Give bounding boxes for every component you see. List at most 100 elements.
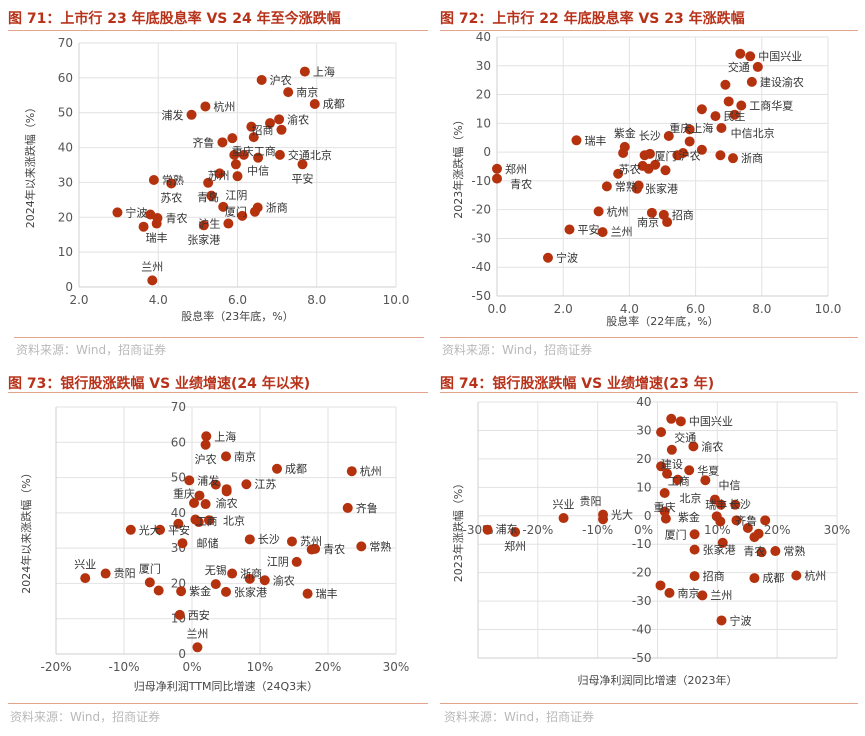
data-point	[710, 111, 721, 122]
point-label: 苏农	[160, 190, 182, 204]
data-point	[646, 207, 657, 218]
data-point	[715, 499, 726, 510]
point-label: 青农	[165, 211, 187, 225]
point-label: 杭州	[607, 204, 629, 218]
point-label: 平安	[291, 171, 313, 185]
data-point	[564, 224, 575, 235]
x-tick-label: 2.0	[554, 302, 573, 316]
x-tick-label: 0.0	[487, 302, 506, 316]
y-axis-label: 2024年以来涨跌幅（%）	[19, 467, 33, 593]
data-point	[728, 153, 739, 164]
point-label: 杭州	[360, 464, 382, 478]
x-tick-label: 6.0	[686, 302, 705, 316]
point-label: 瑞丰	[316, 587, 338, 601]
data-point	[227, 568, 238, 579]
point-label: 江阴	[267, 555, 289, 568]
data-point	[200, 101, 211, 112]
data-point	[174, 609, 185, 620]
point-label: 瑞丰	[146, 231, 168, 245]
y-tick-label: 0	[483, 145, 491, 159]
y-tick-label: -50	[471, 289, 491, 303]
point-label: 中国兴业	[689, 415, 733, 428]
x-tick-label: -20%	[40, 660, 71, 674]
data-point	[186, 109, 197, 120]
data-point	[689, 544, 700, 555]
point-label: 青农	[323, 542, 345, 556]
x-axis-label: 归母净利润同比增速（2023年）	[578, 673, 738, 687]
point-label: 厦门	[654, 149, 676, 163]
data-point	[297, 159, 308, 170]
data-point	[742, 523, 753, 534]
point-label: 渝农	[287, 112, 309, 126]
point-label: 南京	[234, 449, 256, 463]
point-label: 南京	[677, 586, 699, 600]
data-point	[249, 206, 260, 217]
data-point	[666, 413, 677, 424]
data-point	[716, 122, 727, 133]
data-point	[125, 524, 136, 535]
data-point	[613, 168, 624, 179]
point-label: 西安	[188, 608, 210, 622]
data-point	[200, 499, 211, 510]
y-tick-label: 40	[476, 30, 491, 44]
chart-74-title: 图 74：银行股涨跌幅 VS 业绩增速(23 年)	[440, 376, 715, 392]
point-label: 南京	[296, 85, 318, 99]
data-point	[492, 163, 502, 174]
point-label: 长沙	[258, 533, 280, 546]
y-tick-label: 70	[171, 400, 186, 414]
point-label: 齐鲁	[356, 501, 378, 515]
point-label: 建设	[661, 457, 683, 471]
point-label: 青农	[510, 177, 532, 191]
x-tick-label: 2.0	[69, 293, 88, 307]
data-point	[198, 220, 209, 231]
data-point	[192, 642, 203, 653]
data-point	[272, 463, 282, 474]
data-point	[715, 150, 726, 161]
point-label: 中信	[247, 165, 269, 178]
y-tick-label: 40	[636, 395, 651, 409]
data-point	[227, 133, 238, 144]
data-point	[244, 534, 255, 545]
x-tick-label: 10.0	[383, 293, 410, 307]
data-point	[309, 99, 320, 109]
data-point	[237, 210, 248, 221]
y-tick-label: -30	[471, 231, 491, 245]
x-tick-label: 30%	[824, 523, 851, 537]
chart-73-title: 图 73：银行股涨跌幅 VS 业绩增速(24 年以来)	[8, 376, 311, 392]
data-point	[492, 173, 502, 184]
y-tick-label: -20	[471, 203, 491, 217]
data-point	[274, 149, 285, 160]
y-tick-label: 30	[476, 59, 491, 73]
divider	[440, 392, 858, 393]
y-tick-label: -10	[471, 174, 491, 188]
data-point	[173, 518, 184, 529]
data-point	[660, 165, 671, 176]
x-tick-label: 20%	[315, 660, 342, 674]
point-label: 中信北京	[731, 126, 775, 140]
point-label: 成都	[762, 572, 784, 585]
point-label: 无锡	[205, 563, 227, 577]
data-point	[672, 474, 683, 485]
data-point	[749, 573, 760, 584]
x-tick-label: 8.0	[752, 302, 771, 316]
point-label: 招商	[703, 569, 725, 583]
data-point	[735, 48, 746, 59]
data-point	[678, 147, 689, 158]
point-label: 紫金	[614, 126, 636, 140]
data-point	[791, 570, 802, 581]
point-label: 建设渝农	[760, 75, 804, 89]
point-label: 渝农	[273, 573, 295, 587]
point-label: 常熟	[783, 544, 805, 558]
x-tick-label: 4.0	[620, 302, 639, 316]
point-label: 兰州	[141, 260, 163, 273]
x-tick-label: -20%	[522, 523, 553, 537]
point-label: 浦东	[496, 523, 518, 536]
x-axis-label: 归母净利润TTM同比增速（24Q3末）	[134, 679, 318, 693]
data-point	[700, 475, 711, 486]
source-note: 资料来源：Wind，招商证券	[444, 710, 595, 724]
point-label: 兴业	[553, 498, 575, 511]
point-label: 江苏	[254, 478, 276, 491]
x-tick-label: 10.0	[815, 302, 842, 316]
data-point	[200, 439, 211, 450]
